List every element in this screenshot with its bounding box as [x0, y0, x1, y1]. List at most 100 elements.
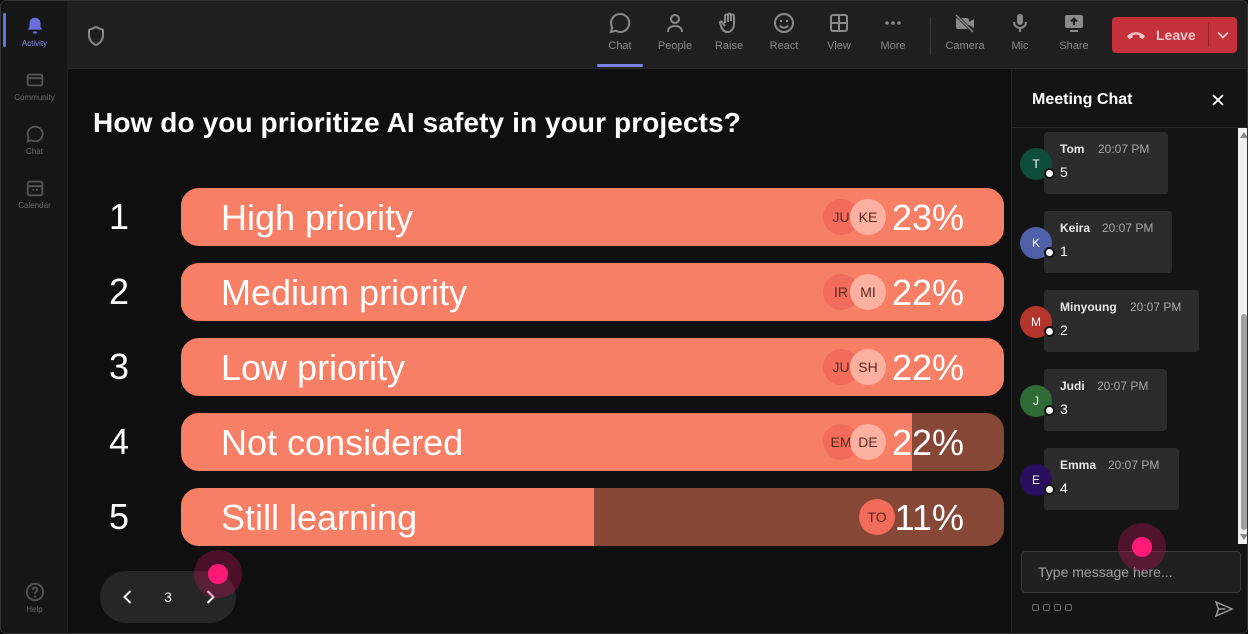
camera-button[interactable]: Camera: [940, 11, 990, 65]
grid-view-icon: [830, 14, 848, 32]
voter-avatar: TO: [859, 499, 895, 535]
mic-button[interactable]: Mic: [995, 11, 1045, 65]
page-number: 3: [164, 589, 172, 605]
message-text: 3: [1060, 401, 1068, 417]
message-text: 2: [1060, 322, 1068, 338]
presence-icon: [1044, 247, 1055, 258]
rail-item-community[interactable]: Community: [1, 59, 68, 109]
option-percent: 22%: [891, 347, 964, 388]
option-percent: 11%: [894, 497, 964, 538]
message-sender: Minyoung: [1060, 300, 1117, 314]
scroll-down-arrow-icon[interactable]: [1240, 534, 1247, 540]
cursor-indicator: [1118, 523, 1166, 571]
gif-icon[interactable]: [1065, 604, 1072, 611]
smiley-icon: [774, 13, 794, 33]
react-button[interactable]: React: [759, 11, 809, 65]
poll-question: How do you prioritize AI safety in your …: [93, 107, 741, 138]
raise-button-label: Raise: [714, 40, 744, 52]
rail-item-label: Help: [26, 605, 43, 614]
chat-panel-title: Meeting Chat: [1032, 91, 1133, 108]
chevron-left-icon[interactable]: [118, 587, 138, 607]
option-percent: 22%: [891, 272, 964, 313]
close-icon[interactable]: [1209, 91, 1227, 109]
chevron-down-icon: [1217, 31, 1229, 39]
poll-results: How do you prioritize AI safety in your …: [68, 69, 1011, 633]
format-icon[interactable]: [1032, 604, 1039, 611]
rail-item-calendar[interactable]: Calendar: [1, 167, 68, 217]
help-icon: [25, 582, 44, 602]
app-rail: Activity Community Chat Calendar Help: [1, 1, 68, 633]
voter-avatar: MI: [850, 274, 886, 310]
option-percent: 23%: [891, 197, 964, 238]
cursor-dot: [208, 564, 228, 584]
voter-avatar: SH: [850, 349, 886, 385]
poll-option-bar[interactable]: High priority JU KE 23%: [181, 188, 1004, 246]
rail-item-help[interactable]: Help: [1, 571, 68, 621]
rail-item-label: Calendar: [18, 201, 51, 210]
hand-icon: [718, 12, 735, 34]
hang-up-icon: [1127, 32, 1145, 39]
message-text: 5: [1060, 164, 1068, 180]
user-avatar: T: [1020, 148, 1052, 180]
poll-option-bar[interactable]: Not considered EM DE 22%: [181, 413, 1004, 471]
leave-options-button[interactable]: [1209, 17, 1237, 53]
message-bubble: Minyoung 20:07 PM 2: [1044, 290, 1199, 352]
people-button[interactable]: People: [650, 11, 700, 65]
option-number: 1: [108, 196, 130, 237]
voter-avatar: KE: [850, 199, 886, 235]
toolbar-divider: [930, 17, 931, 55]
message-text: 4: [1060, 480, 1068, 496]
presence-icon: [1044, 405, 1055, 416]
share-button[interactable]: Share: [1049, 11, 1099, 65]
chat-message-list: Tom 20:07 PM 5 T Keira 20:07 PM 1 K Miny…: [1012, 128, 1238, 544]
people-icon: [667, 14, 683, 33]
scrollbar-thumb[interactable]: [1241, 314, 1247, 530]
option-fill: [181, 488, 595, 546]
message-time: 20:07 PM: [1108, 458, 1160, 472]
leave-main[interactable]: Leave: [1112, 17, 1208, 53]
option-number: 3: [108, 346, 130, 387]
message-time: 20:07 PM: [1098, 142, 1150, 156]
chat-message-input[interactable]: [1021, 551, 1241, 593]
leave-button[interactable]: Leave: [1112, 17, 1237, 53]
message-bubble: Tom 20:07 PM 5: [1044, 132, 1168, 194]
emoji-icon[interactable]: [1054, 604, 1061, 611]
scroll-up-arrow-icon[interactable]: [1240, 132, 1247, 138]
people-button-label: People: [657, 40, 693, 52]
option-fill: [181, 413, 912, 471]
mic-button-label: Mic: [1011, 40, 1029, 52]
option-number: 2: [108, 271, 130, 312]
rail-item-activity[interactable]: Activity: [1, 5, 68, 55]
more-button[interactable]: More: [868, 11, 918, 65]
meeting-chat-panel: Meeting Chat Tom 20:07 PM 5 T Keira 20:0…: [1011, 69, 1247, 633]
option-label: Low priority: [221, 347, 406, 388]
raise-hand-button[interactable]: Raise: [704, 11, 754, 65]
message-time: 20:07 PM: [1097, 379, 1149, 393]
leave-divider: [1208, 23, 1209, 47]
chat-button[interactable]: Chat: [595, 11, 645, 67]
voter-avatar: DE: [850, 424, 886, 460]
poll-option-bar[interactable]: Low priority JU SH 22%: [181, 338, 1004, 396]
react-button-label: React: [769, 40, 799, 52]
rail-item-chat[interactable]: Chat: [1, 113, 68, 163]
rail-item-label: Community: [14, 93, 55, 102]
poll-option-bar[interactable]: Still learning TO 11%: [181, 488, 1004, 546]
attach-icon[interactable]: [1043, 604, 1050, 611]
message-sender: Emma: [1060, 458, 1097, 472]
option-label: Medium priority: [221, 272, 468, 313]
message-time: 20:07 PM: [1130, 300, 1182, 314]
message-sender: Tom: [1060, 142, 1085, 156]
view-button[interactable]: View: [814, 11, 864, 65]
message-bubble: Emma 20:07 PM 4: [1044, 448, 1179, 510]
bell-icon: [27, 17, 42, 34]
chat-scrollbar[interactable]: [1238, 128, 1247, 544]
message-bubble: Keira 20:07 PM 1: [1044, 211, 1172, 273]
chevron-right-icon[interactable]: [200, 587, 220, 607]
poll-option-bar[interactable]: Medium priority IR MI 22%: [181, 263, 1004, 321]
message-bubble: Judi 20:07 PM 3: [1044, 369, 1167, 431]
send-icon[interactable]: [1214, 600, 1234, 618]
presence-icon: [1044, 168, 1055, 179]
option-label: Still learning: [221, 497, 418, 538]
shield-icon[interactable]: [86, 25, 106, 47]
chat-header-divider: [1012, 127, 1247, 128]
